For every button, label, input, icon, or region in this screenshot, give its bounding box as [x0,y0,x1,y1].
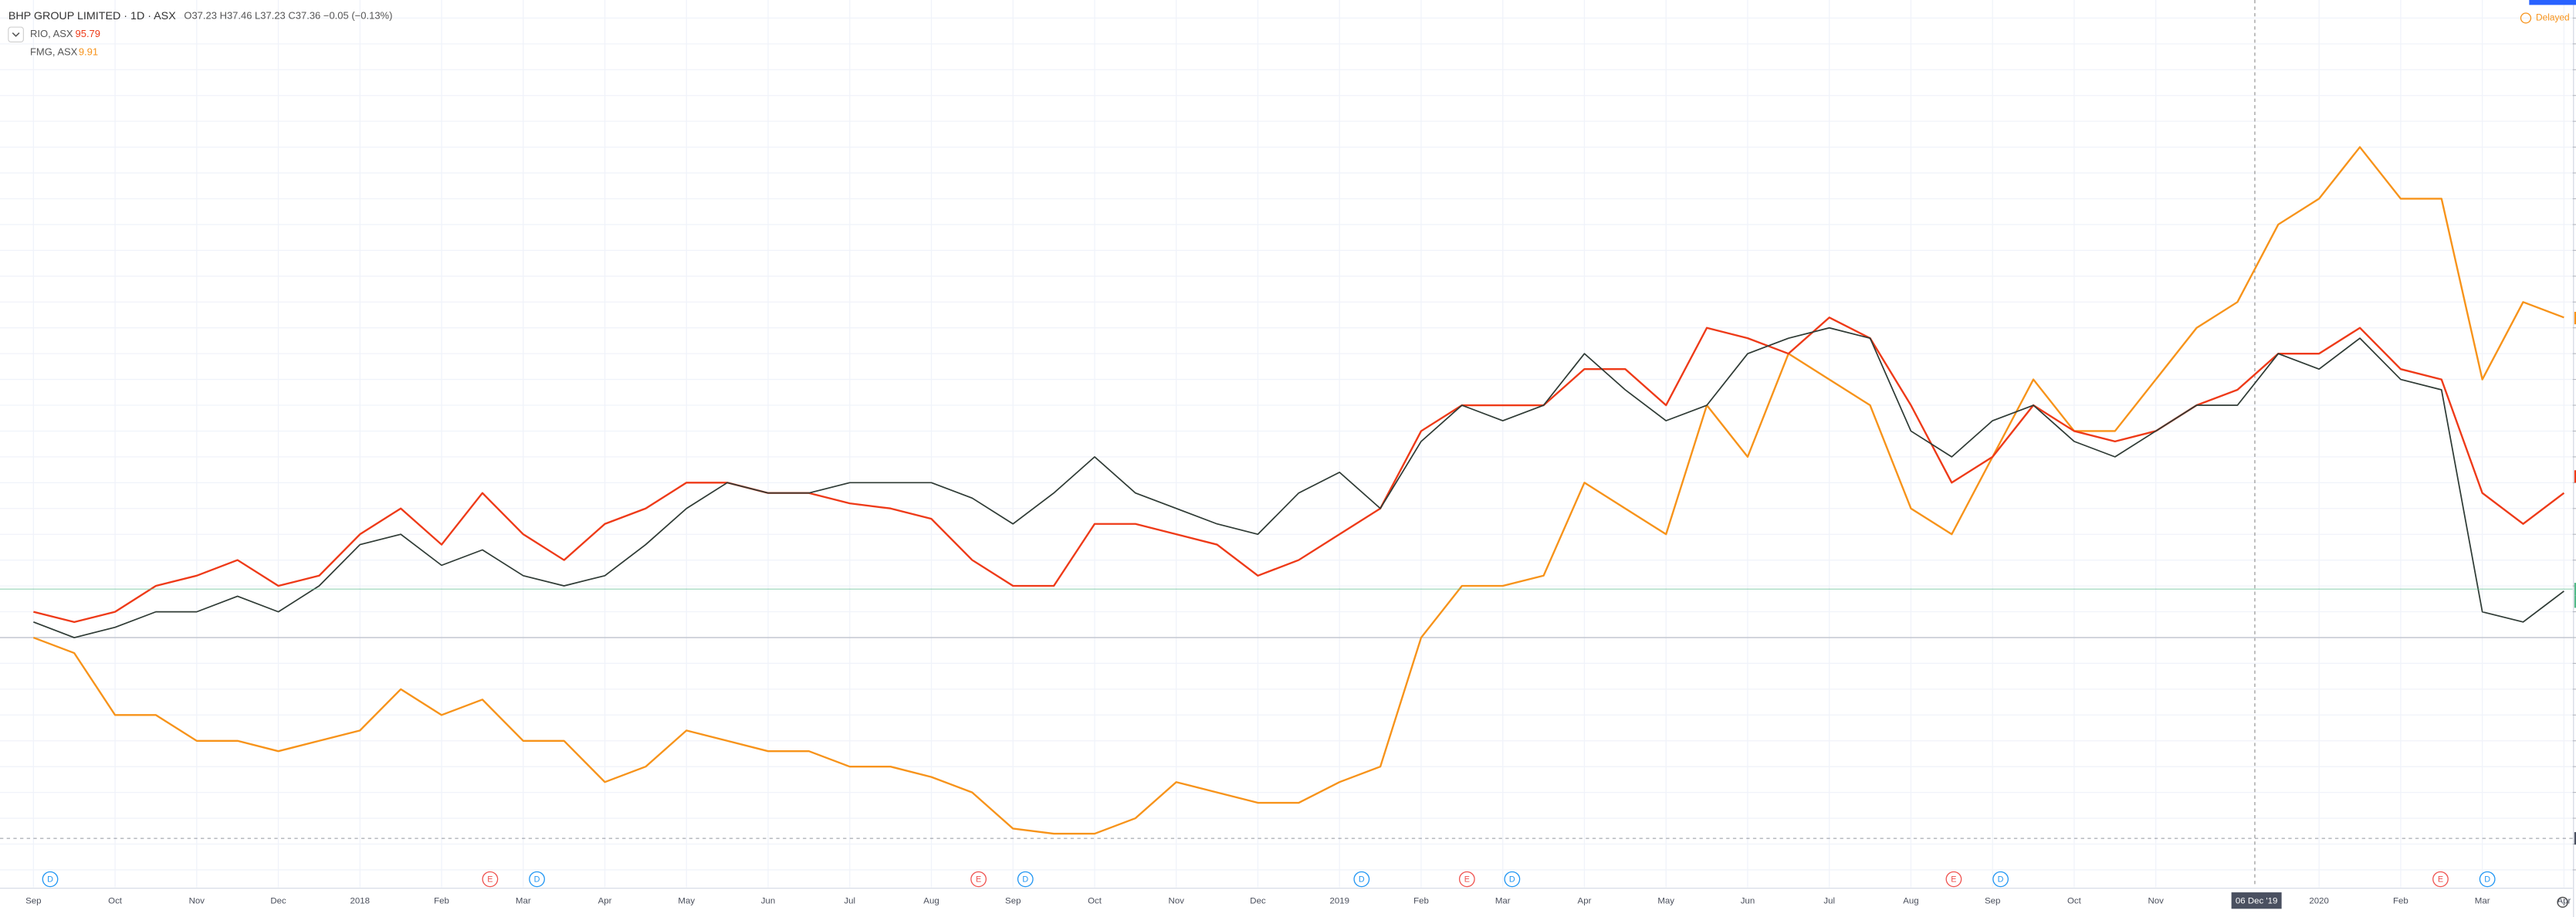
event-dividend[interactable] [2479,871,2496,888]
event-earnings[interactable] [2432,871,2449,888]
crosshair-date-box [2231,892,2282,909]
series-line [33,316,2565,624]
event-earnings[interactable] [1945,871,1962,888]
price-label-box [2574,470,2576,483]
event-dividend[interactable] [529,871,545,888]
x-tick-label: May [678,897,695,906]
event-label: D [2484,875,2490,885]
event-label: D [1509,875,1515,885]
x-tick-label: Feb [1413,897,1429,906]
event-earnings[interactable] [1458,871,1475,888]
event-label: E [487,875,493,885]
x-tick-label: Nov [2148,897,2164,906]
x-tick-label: Aug [1903,897,1918,906]
x-tick-label: Oct [1088,897,1102,906]
event-label: D [1359,875,1365,885]
x-tick-label: Oct [2067,897,2082,906]
event-dividend[interactable] [1504,871,1521,888]
series-line [33,327,2564,638]
main-series-name: BHP GROUP LIMITED · 1D · ASX [8,10,176,22]
x-tick-label: Jul [844,897,855,906]
event-label: E [1464,875,1470,885]
x-tick-label: Dec [270,897,286,906]
price-label-box [2574,583,2576,596]
delayed-icon [2520,12,2532,24]
event-dividend[interactable] [1992,871,2009,888]
event-earnings[interactable] [970,871,987,888]
x-tick-label: Jun [1741,897,1755,906]
x-tick-label: Aug [923,897,939,906]
x-tick-label: Oct [108,897,123,906]
grid [0,0,2573,888]
x-tick-label: Mar [2475,897,2490,906]
x-tick-label: Jun [761,897,776,906]
delayed-status: Delayed [2536,12,2570,23]
x-tick-label: 2019 [1329,897,1349,906]
x-tick-label: Nov [189,897,205,906]
countdown-box [2574,595,2576,608]
x-tick-label: Sep [1985,897,2000,906]
legend-name: FMG, ASX [30,46,78,58]
x-tick-label: Apr [1578,897,1592,906]
x-tick-label: Sep [1005,897,1021,906]
legend-value: 9.91 [79,46,98,58]
collapse-icon [12,32,20,37]
x-tick-label: Jul [1823,897,1835,906]
x-tick-label: May [1657,897,1674,906]
legend-name: RIO, ASX [30,28,73,39]
crosshair-date: 06 Dec '19 [2236,897,2278,906]
event-dividend[interactable] [42,871,59,888]
legend-value: 95.79 [76,28,101,39]
event-label: D [47,875,53,885]
series-line [32,146,2564,835]
events: D E D E D D E D E D E D [42,871,2496,888]
event-label: E [2438,875,2443,885]
x-tick-label: Sep [25,897,41,906]
ohlc: O37.23 H37.46 L37.23 C37.36 −0.05 (−0.13… [184,10,392,22]
settings-button[interactable] [2557,896,2568,908]
x-tick-label: Feb [2393,897,2408,906]
x-tick-label: Nov [1169,897,1185,906]
event-dividend[interactable] [1017,871,1034,888]
x-tick-label: Apr [2557,897,2571,906]
x-tick-label: Apr [598,897,612,906]
event-label: D [534,875,540,885]
price-label-box [2574,832,2576,845]
event-label: D [1022,875,1028,885]
x-tick-label: Dec [1250,897,1266,906]
top-bar [2529,0,2576,5]
event-label: E [976,875,981,885]
collapse-button[interactable] [8,26,24,42]
x-tick-label: Feb [434,897,449,906]
x-tick-label: Mar [1495,897,1511,906]
price-label-box [2574,311,2576,325]
event-label: E [1951,875,1956,885]
event-dividend[interactable] [1353,871,1370,888]
event-earnings[interactable] [482,871,499,888]
x-tick-label: 2018 [350,897,371,906]
event-label: D [1998,875,2004,885]
x-tick-label: 2020 [2309,897,2329,906]
x-tick-label: Mar [516,897,531,906]
